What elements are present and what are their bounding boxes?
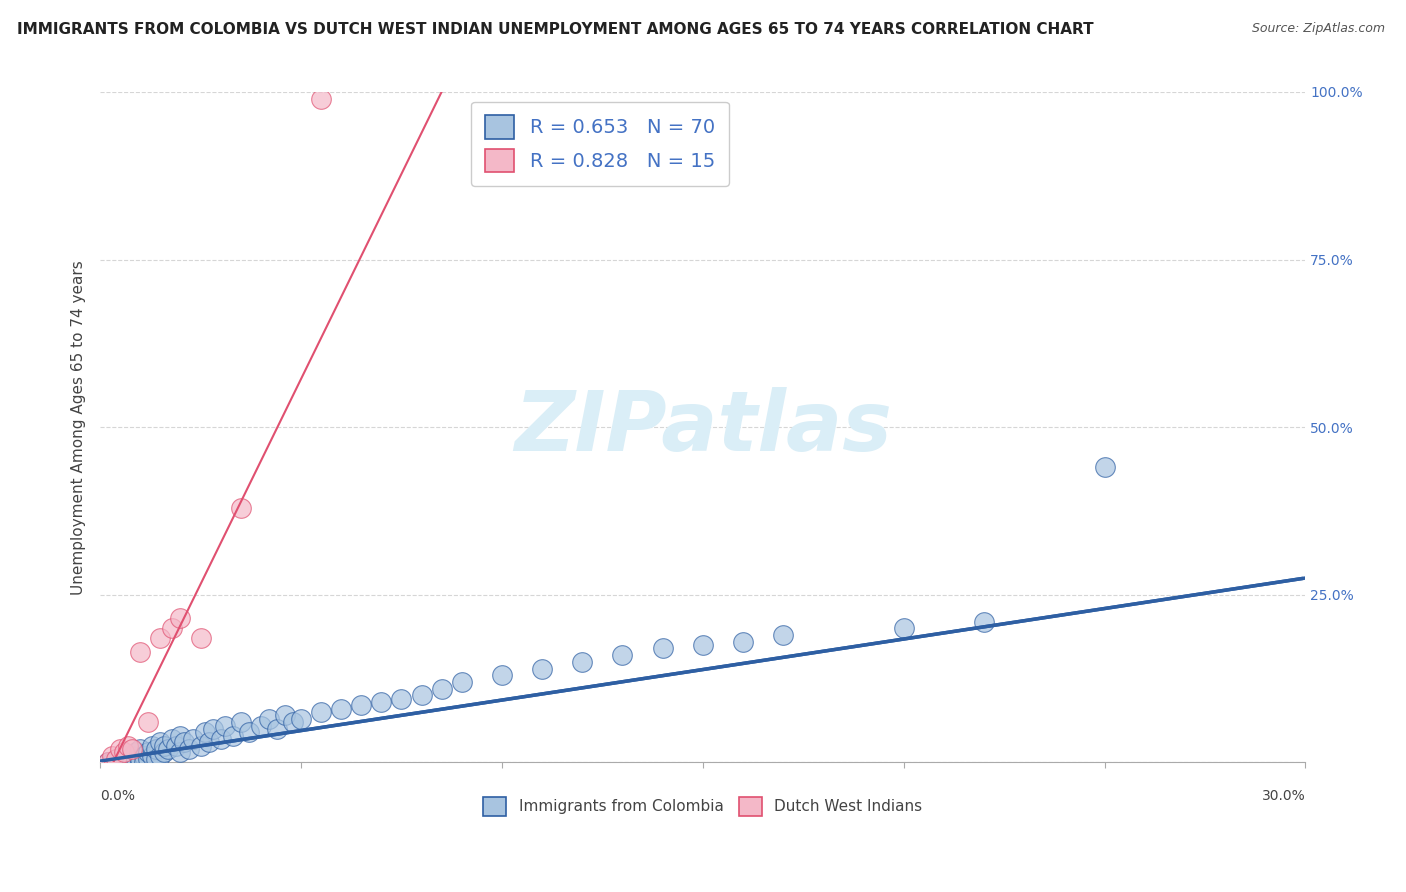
Point xyxy=(350,698,373,713)
Point xyxy=(125,752,148,766)
Point xyxy=(141,739,163,753)
Point xyxy=(117,756,139,770)
Point xyxy=(134,756,156,770)
Point xyxy=(194,725,217,739)
Point xyxy=(893,621,915,635)
Point xyxy=(973,615,995,629)
Point xyxy=(121,748,143,763)
Point xyxy=(290,712,312,726)
Point xyxy=(129,752,152,766)
Point xyxy=(162,731,184,746)
Point xyxy=(229,500,252,515)
Point xyxy=(309,705,332,719)
Point xyxy=(129,756,152,770)
Point xyxy=(266,722,288,736)
Point xyxy=(309,91,332,105)
Point xyxy=(112,756,135,770)
Point xyxy=(330,702,353,716)
Point xyxy=(110,752,132,766)
Point xyxy=(1094,460,1116,475)
Point xyxy=(110,756,132,770)
Point xyxy=(149,735,172,749)
Point xyxy=(149,748,172,763)
Point xyxy=(190,632,212,646)
Point xyxy=(190,739,212,753)
Point xyxy=(129,645,152,659)
Point xyxy=(430,681,453,696)
Point xyxy=(112,745,135,759)
Text: Source: ZipAtlas.com: Source: ZipAtlas.com xyxy=(1251,22,1385,36)
Point xyxy=(214,718,236,732)
Point xyxy=(173,735,195,749)
Point xyxy=(274,708,297,723)
Point xyxy=(169,745,191,759)
Point xyxy=(612,648,634,662)
Point xyxy=(692,638,714,652)
Point xyxy=(450,675,472,690)
Text: ZIPatlas: ZIPatlas xyxy=(513,386,891,467)
Point xyxy=(105,756,128,770)
Point xyxy=(209,731,232,746)
Point xyxy=(531,662,554,676)
Point xyxy=(101,756,124,770)
Point xyxy=(134,748,156,763)
Point xyxy=(162,621,184,635)
Point xyxy=(149,632,172,646)
Point xyxy=(157,742,180,756)
Point xyxy=(129,742,152,756)
Point xyxy=(138,752,160,766)
Point xyxy=(772,628,794,642)
Point xyxy=(145,752,167,766)
Point xyxy=(145,742,167,756)
Point xyxy=(201,722,224,736)
Point xyxy=(181,731,204,746)
Point xyxy=(117,739,139,753)
Point xyxy=(411,689,433,703)
Point xyxy=(112,748,135,763)
Point xyxy=(491,668,513,682)
Point xyxy=(250,718,273,732)
Text: 0.0%: 0.0% xyxy=(100,789,135,804)
Point xyxy=(370,695,392,709)
Point xyxy=(571,655,593,669)
Point xyxy=(117,752,139,766)
Text: IMMIGRANTS FROM COLOMBIA VS DUTCH WEST INDIAN UNEMPLOYMENT AMONG AGES 65 TO 74 Y: IMMIGRANTS FROM COLOMBIA VS DUTCH WEST I… xyxy=(17,22,1094,37)
Point xyxy=(169,729,191,743)
Point xyxy=(138,745,160,759)
Point xyxy=(281,715,304,730)
Point xyxy=(166,739,188,753)
Point xyxy=(229,715,252,730)
Point xyxy=(257,712,280,726)
Point xyxy=(153,739,176,753)
Point xyxy=(138,715,160,730)
Point xyxy=(153,745,176,759)
Y-axis label: Unemployment Among Ages 65 to 74 years: Unemployment Among Ages 65 to 74 years xyxy=(72,260,86,595)
Point xyxy=(391,691,413,706)
Point xyxy=(169,611,191,625)
Point xyxy=(101,748,124,763)
Point xyxy=(97,756,120,770)
Point xyxy=(197,735,219,749)
Point xyxy=(731,634,754,648)
Point xyxy=(121,756,143,770)
Point xyxy=(238,725,260,739)
Point xyxy=(105,752,128,766)
Point xyxy=(97,756,120,770)
Point xyxy=(121,742,143,756)
Point xyxy=(651,641,673,656)
Point xyxy=(141,748,163,763)
Point xyxy=(125,745,148,759)
Legend: Immigrants from Colombia, Dutch West Indians: Immigrants from Colombia, Dutch West Ind… xyxy=(478,791,928,822)
Text: 30.0%: 30.0% xyxy=(1261,789,1305,804)
Point xyxy=(177,742,200,756)
Point xyxy=(110,742,132,756)
Point xyxy=(222,729,245,743)
